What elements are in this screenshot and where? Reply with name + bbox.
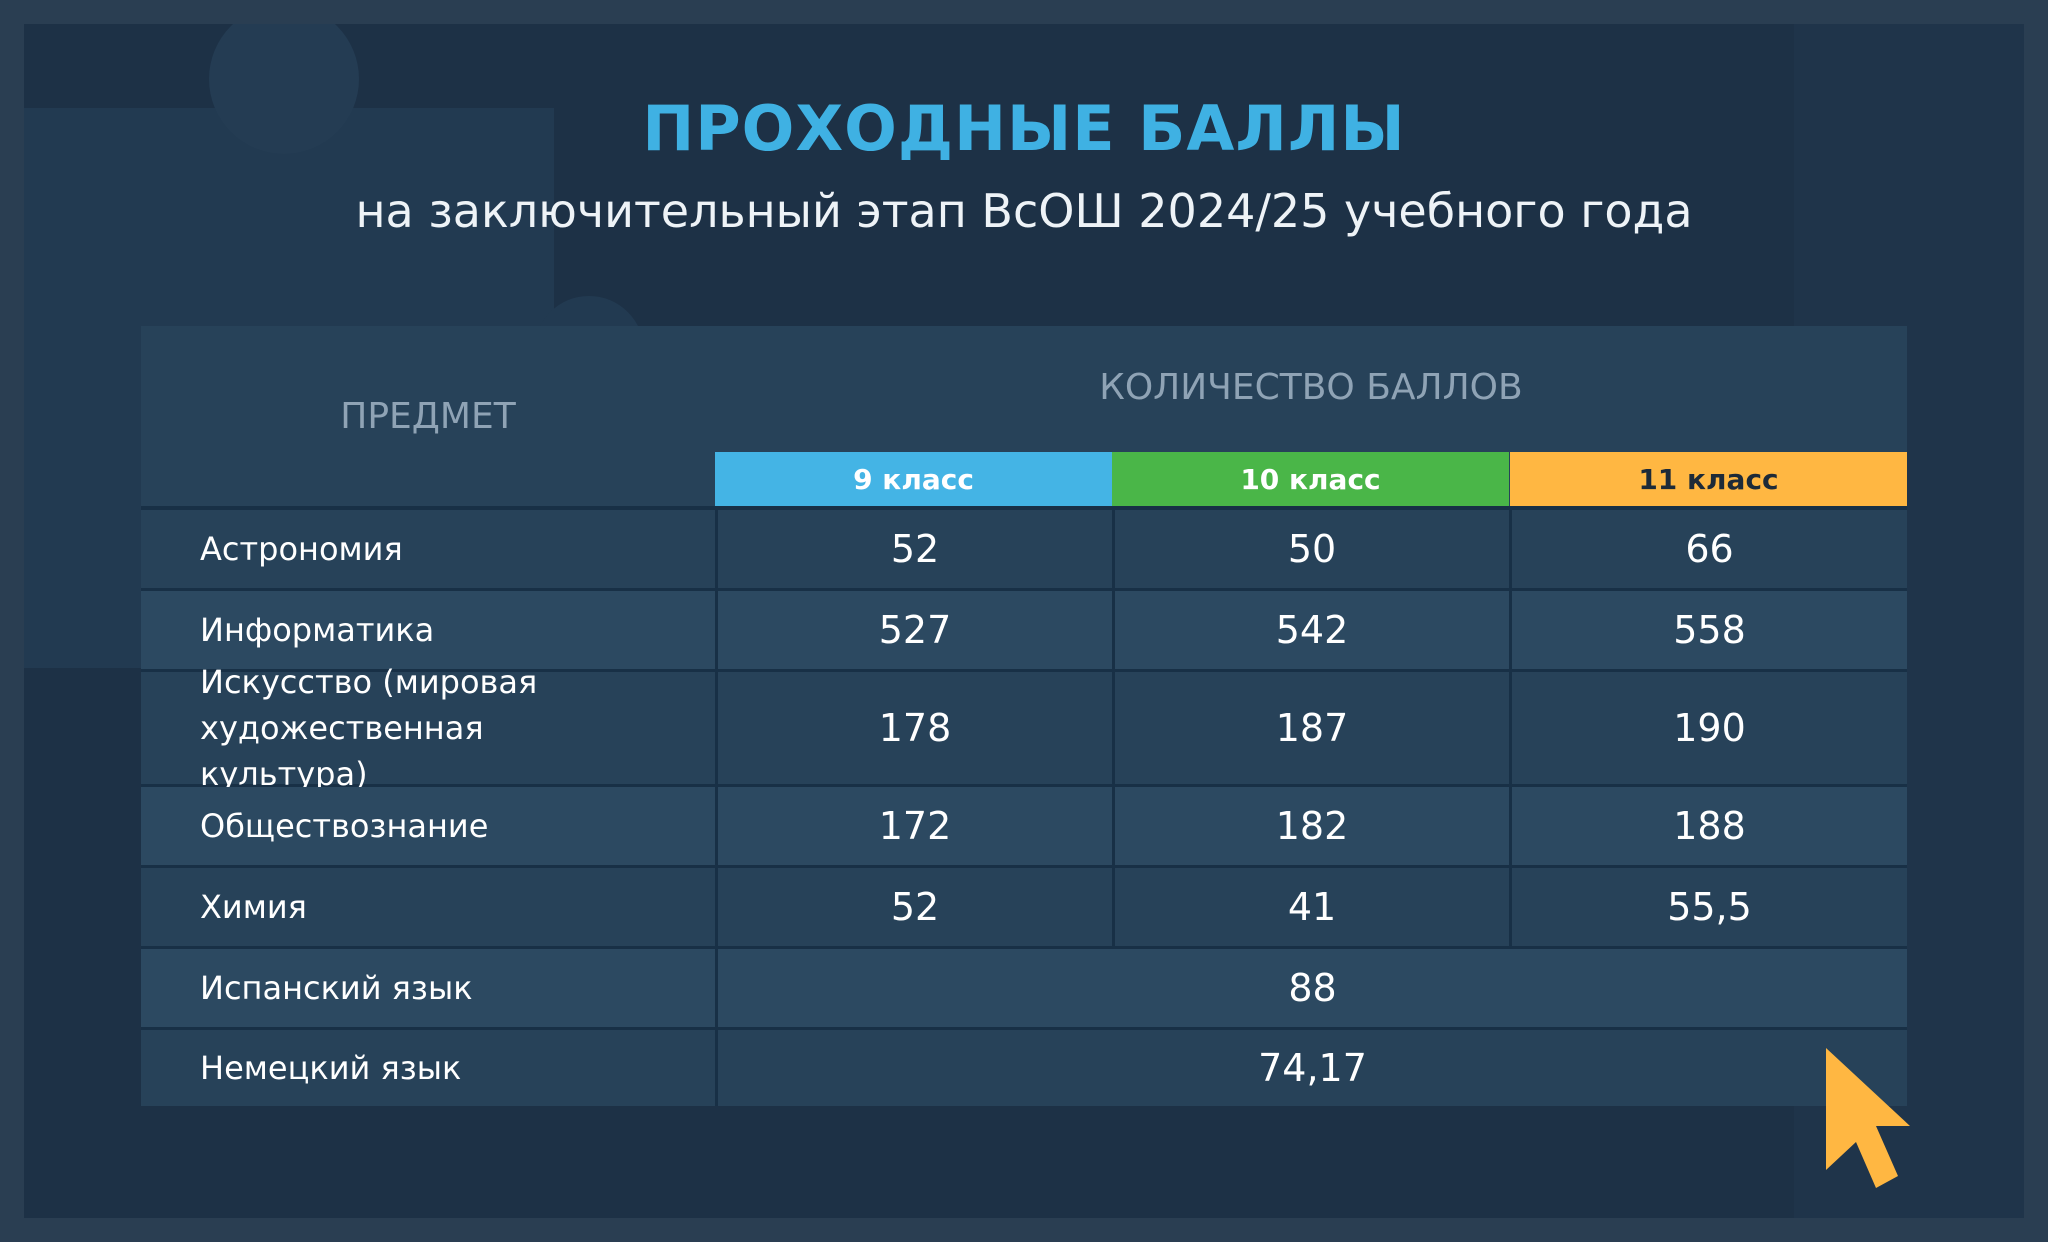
score-cell-11: 558: [1512, 591, 1907, 669]
score-cell-10: 41: [1115, 868, 1509, 946]
grade-11-header: 11 класс: [1510, 452, 1907, 506]
pointer-arrow-icon: [1826, 1048, 1910, 1188]
subject-cell: Немецкий язык: [141, 1030, 715, 1106]
score-cell-10: 182: [1115, 787, 1509, 865]
subject-cell: Испанский язык: [141, 949, 715, 1027]
score-cell-9: 52: [718, 868, 1112, 946]
score-cell-9: 527: [718, 591, 1112, 669]
subject-cell: Химия: [141, 868, 715, 946]
score-cell-9: 178: [718, 672, 1112, 784]
background-circle: [209, 24, 359, 154]
score-cell-11: 55,5: [1512, 868, 1907, 946]
score-cell-all: 88: [718, 949, 1907, 1027]
subject-cell: Искусство (мировая художественная культу…: [141, 663, 715, 793]
scores-column-header: КОЛИЧЕСТВО БАЛЛОВ: [1099, 366, 1523, 408]
subject-cell: Информатика: [141, 591, 715, 669]
page-title: ПРОХОДНЫЕ БАЛЛЫ: [642, 92, 1406, 165]
grade-9-header: 9 класс: [715, 452, 1112, 506]
score-cell-9: 52: [718, 510, 1112, 588]
score-cell-all: 74,17: [718, 1030, 1907, 1106]
subject-cell: Астрономия: [141, 510, 715, 588]
score-cell-11: 188: [1512, 787, 1907, 865]
score-cell-11: 66: [1512, 510, 1907, 588]
scores-table: ПРЕДМЕТ КОЛИЧЕСТВО БАЛЛОВ 9 класс 10 кла…: [141, 326, 1907, 1106]
score-cell-9: 172: [718, 787, 1112, 865]
score-cell-10: 50: [1115, 510, 1509, 588]
score-cell-10: 187: [1115, 672, 1509, 784]
grade-10-header: 10 класс: [1112, 452, 1509, 506]
subject-column-header: ПРЕДМЕТ: [340, 395, 516, 437]
page-subtitle: на заключительный этап ВсОШ 2024/25 учеб…: [355, 184, 1693, 238]
score-cell-10: 542: [1115, 591, 1509, 669]
score-cell-11: 190: [1512, 672, 1907, 784]
subject-cell: Обществознание: [141, 787, 715, 865]
